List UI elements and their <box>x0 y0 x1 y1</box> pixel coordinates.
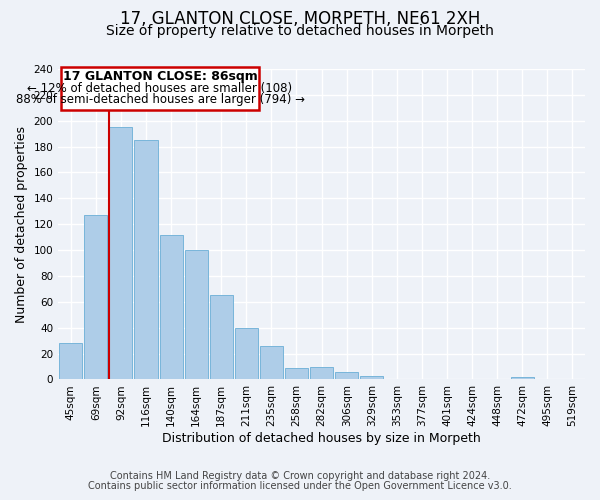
Bar <box>209 296 233 380</box>
Bar <box>260 346 283 380</box>
Bar <box>134 140 158 380</box>
Bar <box>335 372 358 380</box>
Text: 17 GLANTON CLOSE: 86sqm: 17 GLANTON CLOSE: 86sqm <box>62 70 257 83</box>
Bar <box>235 328 258 380</box>
Text: 88% of semi-detached houses are larger (794) →: 88% of semi-detached houses are larger (… <box>16 93 305 106</box>
Bar <box>160 234 182 380</box>
Bar <box>84 215 107 380</box>
Bar <box>360 376 383 380</box>
Bar <box>285 368 308 380</box>
Bar <box>59 343 82 380</box>
Bar <box>511 377 534 380</box>
Text: Contains HM Land Registry data © Crown copyright and database right 2024.: Contains HM Land Registry data © Crown c… <box>110 471 490 481</box>
Bar <box>185 250 208 380</box>
Text: Contains public sector information licensed under the Open Government Licence v3: Contains public sector information licen… <box>88 481 512 491</box>
Y-axis label: Number of detached properties: Number of detached properties <box>15 126 28 322</box>
Bar <box>109 127 133 380</box>
X-axis label: Distribution of detached houses by size in Morpeth: Distribution of detached houses by size … <box>162 432 481 445</box>
Text: ← 12% of detached houses are smaller (108): ← 12% of detached houses are smaller (10… <box>28 82 293 95</box>
Text: Size of property relative to detached houses in Morpeth: Size of property relative to detached ho… <box>106 24 494 38</box>
Text: 17, GLANTON CLOSE, MORPETH, NE61 2XH: 17, GLANTON CLOSE, MORPETH, NE61 2XH <box>120 10 480 28</box>
Bar <box>310 366 333 380</box>
